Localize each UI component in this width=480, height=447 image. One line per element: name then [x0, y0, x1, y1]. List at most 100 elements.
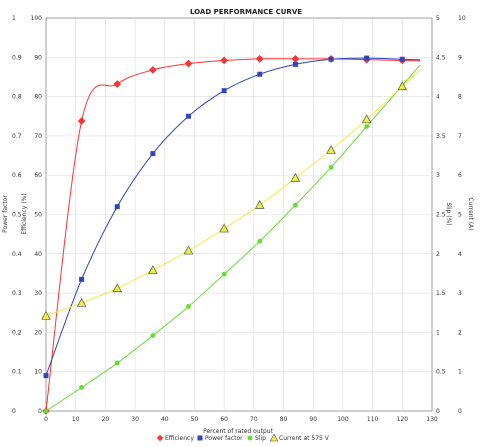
y-axis-label-efficiency: Efficiency (%): [21, 193, 28, 234]
x-tick-label: 30: [131, 416, 139, 423]
y-tick-label-slip: 3: [436, 172, 440, 179]
y-tick-label-efficiency: 20: [34, 329, 42, 336]
x-tick-label: 130: [426, 416, 438, 423]
y-tick-label-efficiency: 0: [38, 408, 42, 415]
y-axis-label-current: Current (A): [467, 197, 474, 230]
y-tick-label-slip: 0.5: [436, 369, 446, 376]
y-tick-label-efficiency: 60: [34, 172, 42, 179]
y-tick-label-slip: 1: [436, 329, 440, 336]
x-tick-label: 120: [397, 416, 409, 423]
legend-marker-power-factor: [197, 435, 203, 441]
y-tick-label-efficiency: 100: [31, 15, 43, 22]
y-tick-label-slip: 3.5: [436, 133, 446, 140]
y-tick-label-efficiency: 70: [34, 133, 42, 140]
data-point-current-at-575-v: [361, 114, 372, 124]
y-tick-label-current: 5: [458, 212, 462, 219]
x-axis-label: Percent of rated output: [203, 428, 274, 435]
legend-label-slip: Slip: [255, 435, 266, 442]
y-tick-label-current: 3: [458, 290, 462, 297]
y-tick-label-current: 9: [458, 54, 462, 61]
data-point-current-at-575-v: [397, 81, 408, 91]
data-point-power-factor: [150, 151, 156, 157]
y-tick-label-slip: 4: [436, 94, 440, 101]
x-tick-label: 80: [280, 416, 288, 423]
x-tick-label: 40: [161, 416, 169, 423]
y-tick-label-current: 7: [458, 133, 462, 140]
data-point-efficiency: [77, 117, 86, 125]
y-tick-label-slip: 4.5: [436, 54, 446, 61]
y-tick-label-power-factor: 1: [12, 15, 16, 22]
data-point-power-factor: [79, 276, 85, 282]
y-tick-label-efficiency: 50: [34, 212, 42, 219]
x-tick-label: 50: [191, 416, 199, 423]
data-point-current-at-575-v: [183, 245, 194, 255]
data-point-power-factor: [364, 55, 370, 61]
legend-label-power-factor: Power factor: [205, 435, 243, 442]
y-tick-label-efficiency: 40: [34, 251, 42, 258]
y-tick-label-efficiency: 10: [34, 369, 42, 376]
x-tick-label: 20: [102, 416, 110, 423]
data-point-power-factor: [328, 56, 334, 62]
data-point-power-factor: [257, 71, 263, 77]
legend-label-efficiency: Efficiency: [165, 435, 194, 442]
chart-title: LOAD PERFORMANCE CURVE: [190, 8, 302, 16]
data-point-slip: [186, 304, 191, 309]
data-point-slip: [114, 360, 120, 366]
x-tick-label: 10: [72, 416, 80, 423]
data-point-slip: [221, 271, 227, 277]
legend-label-current-at-575-v: Current at 575 V: [279, 435, 330, 442]
x-tick-label: 90: [309, 416, 317, 423]
y-tick-label-slip: 1.5: [436, 290, 446, 297]
chart-legend: Efficiency Power factor Slip Current at 575…: [156, 433, 330, 442]
data-point-slip: [79, 385, 85, 390]
y-tick-label-slip: 0: [436, 408, 440, 415]
y-tick-label-power-factor: 0: [12, 408, 16, 415]
data-point-current-at-575-v: [41, 310, 51, 320]
data-point-current-at-575-v: [219, 223, 229, 233]
y-tick-label-power-factor: 0.2: [12, 329, 22, 336]
y-tick-label-power-factor: 0.9: [12, 54, 22, 61]
data-point-efficiency: [149, 65, 157, 74]
data-point-slip: [43, 408, 49, 414]
data-point-current-at-575-v: [326, 144, 336, 154]
y-tick-label-slip: 2: [436, 251, 440, 258]
legend-marker-efficiency: [156, 434, 164, 442]
x-tick-label: 100: [337, 416, 349, 423]
data-point-efficiency: [113, 80, 122, 88]
y-tick-label-current: 10: [458, 15, 466, 22]
y-tick-label-power-factor: 0.7: [12, 133, 22, 140]
y-tick-label-slip: 2.5: [436, 212, 446, 219]
y-tick-label-efficiency: 30: [34, 290, 42, 297]
y-tick-label-power-factor: 0.5: [12, 212, 22, 219]
data-point-efficiency: [255, 54, 264, 63]
y-tick-label-power-factor: 0.6: [12, 172, 22, 179]
data-point-power-factor: [43, 373, 49, 379]
y-tick-label-power-factor: 0.3: [12, 290, 22, 297]
y-tick-label-current: 2: [458, 329, 462, 336]
y-tick-label-power-factor: 0.1: [12, 369, 22, 376]
series-markers: [41, 54, 408, 415]
y-axis-label-slip: Slip (%): [445, 202, 452, 225]
data-point-slip: [293, 202, 298, 208]
data-point-power-factor: [292, 61, 298, 67]
plot-grid: [45, 17, 433, 412]
data-point-current-at-575-v: [254, 199, 265, 209]
y-tick-label-efficiency: 90: [34, 54, 42, 61]
data-point-slip: [328, 164, 334, 170]
data-point-power-factor: [186, 113, 192, 119]
y-tick-label-current: 4: [458, 251, 462, 258]
y-tick-label-current: 0: [458, 408, 462, 415]
y-tick-label-current: 8: [458, 94, 462, 101]
x-tick-label: 70: [250, 416, 258, 423]
x-tick-label: 0: [44, 416, 48, 423]
data-point-slip: [150, 333, 156, 338]
y-tick-label-slip: 5: [436, 15, 440, 22]
data-point-current-at-575-v: [290, 172, 301, 182]
x-tick-label: 60: [220, 416, 228, 423]
data-point-efficiency: [220, 56, 229, 65]
data-point-slip: [364, 124, 370, 129]
x-tick-label: 110: [367, 416, 379, 423]
y-tick-label-power-factor: 0.4: [12, 251, 22, 258]
